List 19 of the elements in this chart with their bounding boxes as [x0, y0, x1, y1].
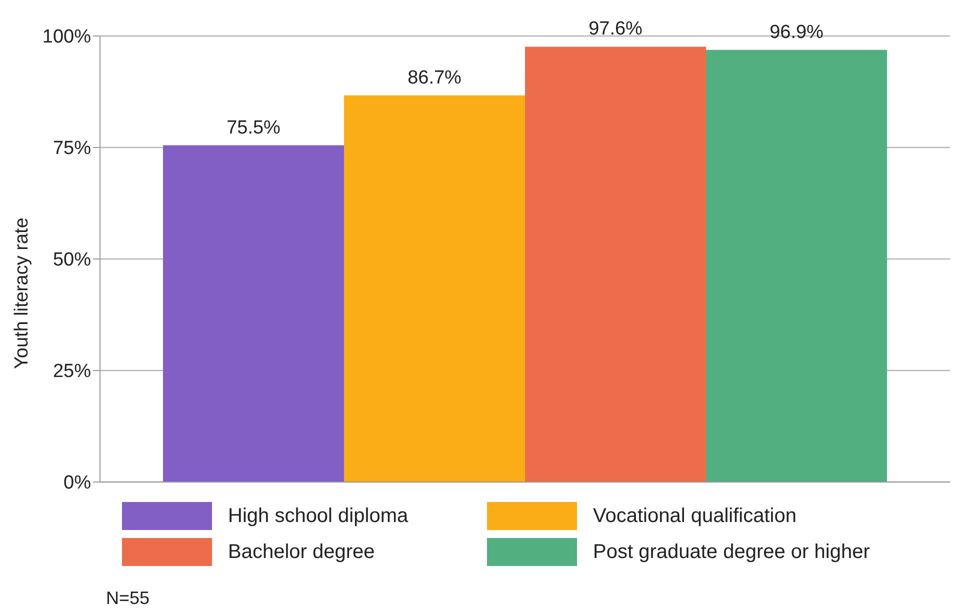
- bar: [344, 95, 525, 482]
- y-tick-label: 25%: [52, 361, 92, 382]
- data-label: 86.7%: [408, 67, 462, 88]
- y-tick-label: 50%: [52, 250, 92, 271]
- y-tick-label: 100%: [42, 26, 92, 48]
- legend-label: High school diploma: [228, 504, 408, 528]
- bar: [163, 145, 344, 482]
- legend-label: Post graduate degree or higher: [593, 540, 870, 564]
- legend-label: Bachelor degree: [228, 540, 375, 564]
- y-tick-label: 75%: [52, 138, 92, 160]
- data-label: 75.5%: [226, 117, 281, 138]
- bar: [706, 50, 887, 482]
- y-axis-title: Youth literacy rate: [12, 218, 33, 369]
- legend-label: Vocational qualification: [593, 504, 796, 528]
- data-label: 97.6%: [588, 18, 643, 40]
- text: N=55: [106, 588, 151, 609]
- bar: [525, 46, 706, 482]
- y-tick-label: 0%: [64, 472, 92, 494]
- data-label: 96.9%: [770, 22, 824, 43]
